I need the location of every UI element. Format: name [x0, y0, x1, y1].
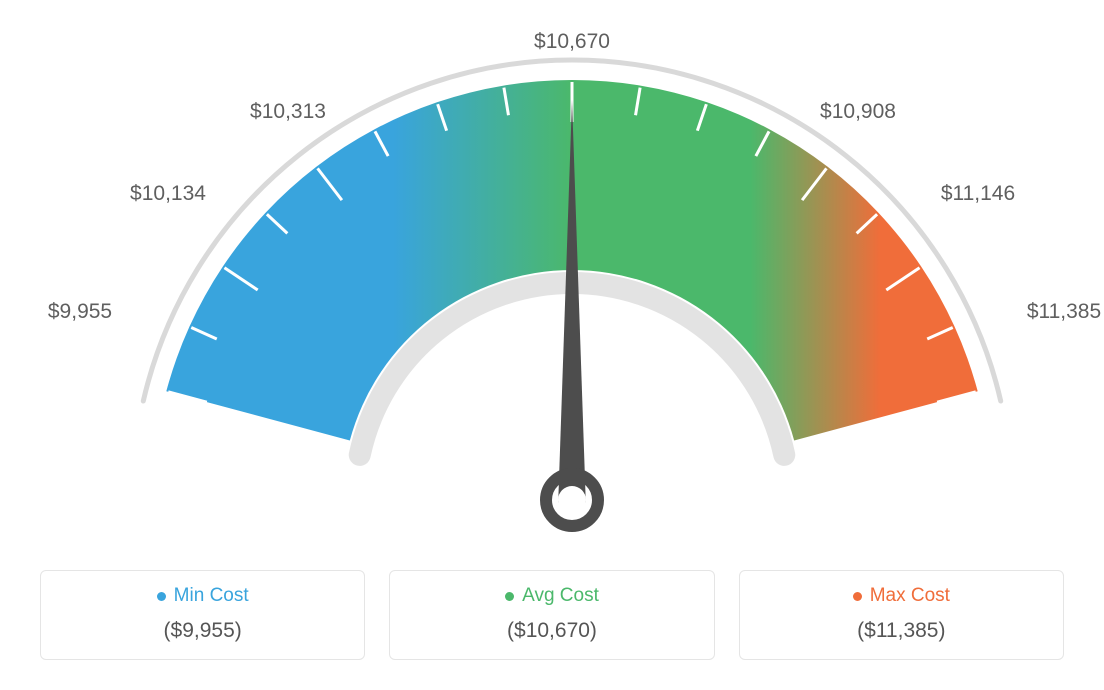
legend-row: Min Cost ($9,955) Avg Cost ($10,670) Max…	[20, 570, 1084, 660]
gauge-tick-label: $11,146	[941, 182, 1015, 205]
gauge-tick-label: $10,908	[820, 100, 896, 123]
dot-icon	[505, 592, 514, 601]
gauge-tick-label: $9,955	[48, 300, 112, 323]
chart-container: $9,955 $10,134 $10,313 $10,670 $10,908 $11,14…	[0, 0, 1104, 690]
gauge-chart: $9,955 $10,134 $10,313 $10,670 $10,908 $11,14…	[20, 20, 1084, 560]
legend-label: Avg Cost	[522, 585, 599, 607]
gauge-tick-label: $10,134	[130, 182, 206, 205]
legend-value-avg: ($10,670)	[400, 619, 703, 643]
legend-label: Min Cost	[174, 585, 249, 607]
gauge-tick-label: $10,313	[250, 100, 326, 123]
legend-title-min: Min Cost	[157, 585, 249, 607]
legend-title-max: Max Cost	[853, 585, 950, 607]
legend-value-min: ($9,955)	[51, 619, 354, 643]
gauge-tick-label: $11,385	[1027, 300, 1101, 323]
legend-label: Max Cost	[870, 585, 950, 607]
legend-card-min: Min Cost ($9,955)	[40, 570, 365, 660]
legend-card-max: Max Cost ($11,385)	[739, 570, 1064, 660]
dot-icon	[157, 592, 166, 601]
legend-title-avg: Avg Cost	[505, 585, 599, 607]
gauge-tick-label: $10,670	[534, 30, 610, 53]
dot-icon	[853, 592, 862, 601]
legend-card-avg: Avg Cost ($10,670)	[389, 570, 714, 660]
legend-value-max: ($11,385)	[750, 619, 1053, 643]
